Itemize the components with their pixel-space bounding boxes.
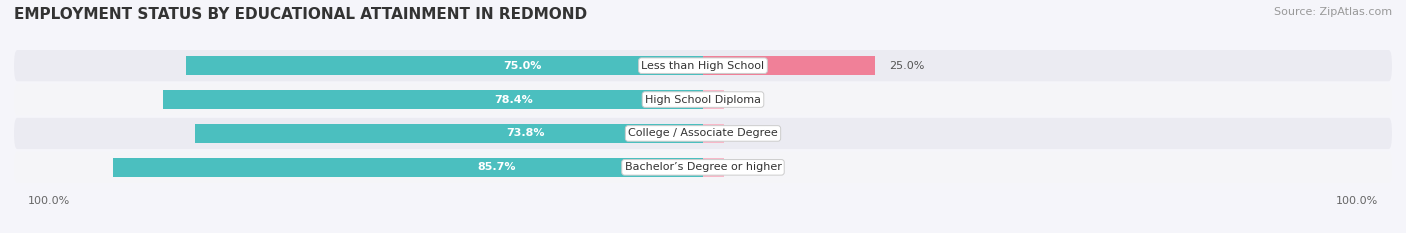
- Text: 73.8%: 73.8%: [506, 128, 544, 138]
- Text: 75.0%: 75.0%: [503, 61, 541, 71]
- Bar: [703, 90, 724, 109]
- FancyBboxPatch shape: [14, 118, 1392, 149]
- Text: 25.0%: 25.0%: [889, 61, 924, 71]
- Bar: [163, 90, 703, 109]
- FancyBboxPatch shape: [14, 152, 1392, 183]
- Text: High School Diploma: High School Diploma: [645, 95, 761, 105]
- Text: Source: ZipAtlas.com: Source: ZipAtlas.com: [1274, 7, 1392, 17]
- Bar: [112, 158, 703, 177]
- Text: 0.0%: 0.0%: [734, 162, 762, 172]
- Text: 85.7%: 85.7%: [477, 162, 516, 172]
- Text: 100.0%: 100.0%: [28, 196, 70, 206]
- Text: Less than High School: Less than High School: [641, 61, 765, 71]
- Text: EMPLOYMENT STATUS BY EDUCATIONAL ATTAINMENT IN REDMOND: EMPLOYMENT STATUS BY EDUCATIONAL ATTAINM…: [14, 7, 588, 22]
- Text: 100.0%: 100.0%: [1336, 196, 1378, 206]
- Text: College / Associate Degree: College / Associate Degree: [628, 128, 778, 138]
- Bar: [194, 124, 703, 143]
- Text: 0.0%: 0.0%: [734, 95, 762, 105]
- Bar: [186, 56, 703, 75]
- Bar: [703, 56, 875, 75]
- Bar: [703, 158, 724, 177]
- Text: Bachelor’s Degree or higher: Bachelor’s Degree or higher: [624, 162, 782, 172]
- Text: 0.0%: 0.0%: [734, 128, 762, 138]
- FancyBboxPatch shape: [14, 84, 1392, 115]
- Text: 78.4%: 78.4%: [495, 95, 533, 105]
- Bar: [703, 124, 724, 143]
- FancyBboxPatch shape: [14, 50, 1392, 81]
